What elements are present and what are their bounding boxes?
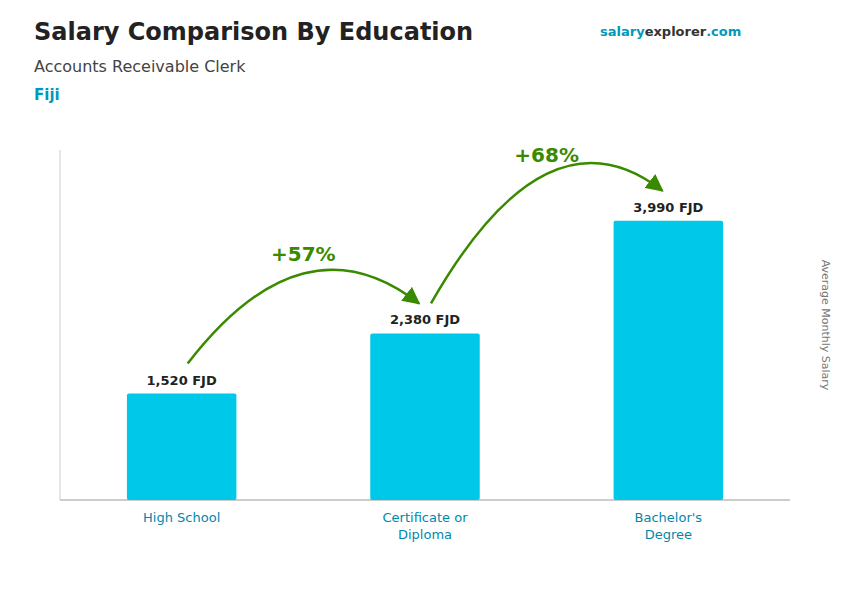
watermark: salary [600, 24, 645, 39]
bar [370, 333, 480, 500]
category-line: Bachelor's [635, 510, 703, 525]
category-line: Diploma [398, 527, 452, 542]
category-line: Certificate or [383, 510, 469, 525]
pct-label: +57% [271, 242, 336, 266]
category-label: High School [143, 510, 220, 525]
category-label: Bachelor's Degree [635, 510, 703, 542]
change-arrow [431, 163, 662, 303]
bar [614, 221, 724, 500]
category-label: Certificate or Diploma [383, 510, 469, 542]
data-label: 2,380 FJD [390, 312, 460, 327]
data-label: 3,990 FJD [633, 200, 703, 215]
title: Salary Comparison By Education [34, 18, 473, 46]
category-line: Degree [645, 527, 692, 542]
watermark: .com [706, 24, 741, 39]
subtitle: Accounts Receivable Clerk [34, 57, 246, 76]
y-axis [60, 150, 61, 500]
category-line: High School [143, 510, 220, 525]
chart: Salary Comparison By Education Accounts R… [0, 0, 850, 606]
y-label: Average Monthly Salary [819, 260, 832, 391]
data-label: 1,520 FJD [147, 373, 217, 388]
pct-label: +68% [514, 143, 579, 167]
change-arrow [188, 270, 419, 364]
bar [127, 394, 236, 500]
country: Fiji [34, 86, 60, 104]
watermark: explorer [645, 24, 707, 39]
